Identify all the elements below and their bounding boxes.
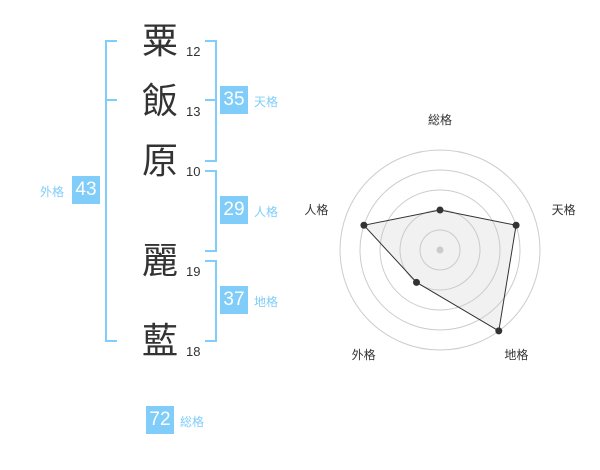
radar-axis-label: 外格 [352,347,376,362]
name-char: 飯 [141,81,178,122]
radar-point [412,278,420,286]
radar-point [436,206,444,214]
tenkaku-label: 天格 [254,95,279,109]
jinkaku-label: 人格 [254,205,279,219]
radar-axis-label: 総格 [428,112,452,127]
name-char: 粟 [141,21,178,62]
jinkaku-value: 29 [220,196,248,224]
soukaku-value: 72 [146,406,174,434]
stroke-count: 13 [186,104,201,119]
tenkaku-bracket-tick [205,99,215,101]
gaikaku-label: 外格 [40,185,65,199]
gaikaku-bracket-tick [105,99,117,101]
tenkaku-bracket [205,40,217,162]
stroke-count: 10 [186,164,201,179]
name-char: 藍 [141,321,178,362]
radar-axis-label: 人格 [304,202,328,217]
radar-center [436,246,444,254]
radar-point [512,221,520,229]
gaikaku-value: 43 [72,176,100,204]
name-char: 原 [141,141,178,182]
radar-point [495,327,503,335]
soukaku-label: 総格 [180,415,205,429]
radar-axis-label: 地格 [504,347,528,362]
chikaku-label: 地格 [254,295,279,309]
radar-axis-label: 天格 [552,202,576,217]
chikaku-bracket [205,260,217,342]
radar-ring [419,229,461,271]
chikaku-value: 37 [220,286,248,314]
stroke-count: 19 [186,264,201,279]
gaikaku-bracket [105,40,117,342]
jinkaku-bracket [205,170,217,252]
stroke-count: 12 [186,44,201,59]
stroke-count: 18 [186,344,201,359]
radar-area [362,209,517,332]
radar-ring [359,169,521,331]
radar-point [360,221,368,229]
radar-ring [339,149,541,351]
radar-ring [379,189,501,311]
name-char: 麗 [141,241,178,282]
tenkaku-value: 35 [220,86,248,114]
